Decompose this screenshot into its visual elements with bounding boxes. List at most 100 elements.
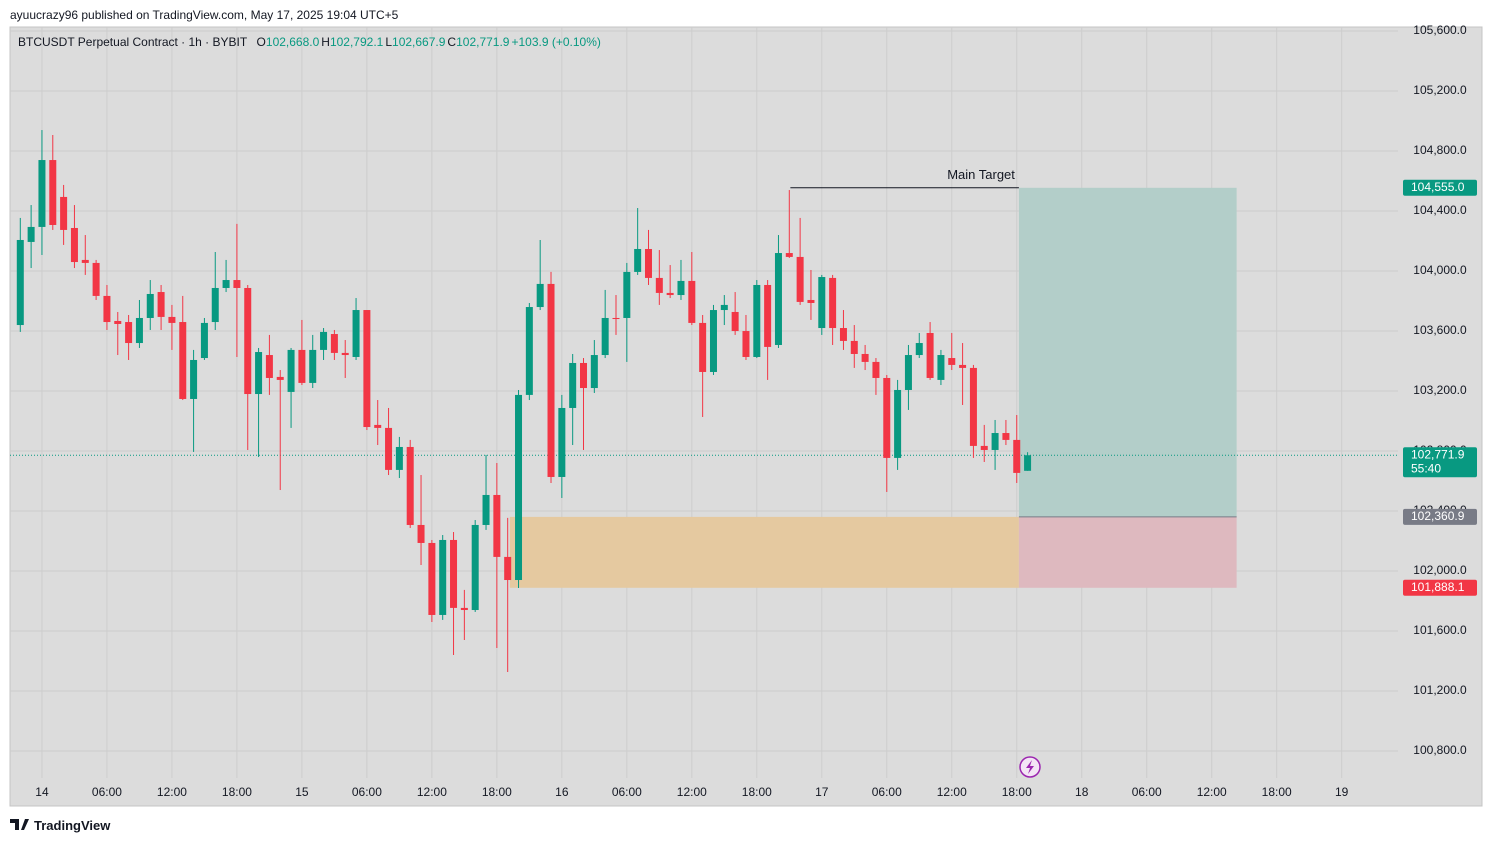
candle-body	[211, 287, 219, 323]
legend-value: 102,792.1	[329, 35, 384, 49]
x-tick-label: 12:00	[157, 785, 187, 799]
candle-body	[135, 317, 143, 344]
axes: 100,800.0 101,200.0 101,600.0 102,000.0 102,…	[35, 23, 1477, 799]
candle-body	[796, 256, 804, 302]
candle-body	[439, 539, 447, 615]
x-tick-label: 12:00	[1197, 785, 1227, 799]
candle-body	[720, 304, 728, 311]
candle-body	[969, 367, 977, 446]
candle-body	[428, 542, 436, 615]
price-tag-label: 102,771.9	[1411, 447, 1465, 461]
candle-body	[742, 331, 750, 357]
y-tick-label: 101,200.0	[1413, 683, 1467, 697]
x-tick-label: 18:00	[482, 785, 512, 799]
candle-body	[70, 227, 78, 263]
x-tick-label: 12:00	[417, 785, 447, 799]
price-tag-label: 101,888.1	[1411, 580, 1465, 594]
x-tick-label: 19	[1335, 785, 1349, 799]
chart-background	[9, 26, 1483, 807]
candle-body	[753, 284, 761, 357]
candle-body	[861, 353, 869, 362]
candle-body	[829, 277, 837, 329]
price-tag	[1403, 579, 1477, 596]
candle-body	[709, 310, 717, 372]
legend-change: +103.9 (+0.10%)	[511, 35, 601, 49]
candle-body	[569, 362, 577, 408]
candle-body	[460, 607, 468, 611]
candle-body	[395, 446, 403, 470]
legend-key: L	[385, 35, 393, 49]
y-tick-label: 103,600.0	[1413, 323, 1467, 337]
x-tick-label: 18:00	[1002, 785, 1032, 799]
x-tick-label: 12:00	[937, 785, 967, 799]
candle-body	[179, 322, 187, 399]
candle-body	[233, 280, 241, 288]
candle-body	[785, 253, 793, 257]
candle-body	[222, 280, 230, 288]
plot: Main Target	[10, 130, 1398, 672]
candle-body	[937, 355, 945, 380]
candle-body	[27, 226, 35, 242]
candle-body	[1002, 433, 1010, 440]
x-tick-label: 18:00	[222, 785, 252, 799]
candle-body	[406, 446, 414, 525]
candle-body	[385, 427, 393, 470]
candle-body	[634, 248, 642, 272]
symbol-legend: BTCUSDT Perpetual Contract · 1h · BYBIT …	[18, 35, 603, 49]
candle-body	[948, 358, 956, 365]
x-tick-label: 06:00	[612, 785, 642, 799]
candle-body	[38, 160, 46, 227]
candle-body	[244, 287, 252, 395]
candle-body	[547, 283, 555, 477]
y-tick-label: 104,400.0	[1413, 203, 1467, 217]
candle-body	[60, 196, 68, 230]
legend-value: 102,771.9	[456, 35, 510, 49]
candle-body	[818, 277, 826, 329]
candle-body	[980, 445, 988, 450]
legend-value: 102,667.9	[392, 35, 446, 49]
legend-key: C	[447, 35, 457, 49]
candle-body	[81, 259, 89, 263]
candle-body	[330, 334, 338, 353]
candle-body	[894, 389, 902, 458]
support-zone	[509, 516, 1019, 588]
candle-body	[190, 359, 198, 399]
x-tick-label: 16	[555, 785, 569, 799]
x-tick-label: 15	[295, 785, 309, 799]
main-target-label: Main Target	[947, 167, 1015, 182]
candle-body	[959, 364, 967, 368]
candle-body	[298, 349, 306, 383]
candle-body	[276, 376, 284, 380]
candle-body	[114, 320, 122, 324]
legend-key: O	[256, 35, 266, 49]
candle-body	[146, 293, 154, 318]
candle-body	[168, 316, 176, 323]
y-tick-label: 102,000.0	[1413, 563, 1467, 577]
candle-body	[644, 248, 652, 278]
candle-body	[580, 362, 588, 389]
price-tag-label: 102,360.9	[1411, 509, 1465, 523]
candle-body	[774, 253, 782, 345]
candle-body	[255, 352, 263, 395]
grid	[10, 27, 1398, 778]
candle-body	[850, 340, 858, 354]
candle-body	[872, 361, 880, 378]
candle-body	[558, 407, 566, 477]
candle-body	[536, 283, 544, 308]
candle-body	[200, 322, 208, 359]
x-tick-label: 06:00	[872, 785, 902, 799]
candle-body	[623, 271, 631, 318]
x-tick-label: 18:00	[742, 785, 772, 799]
candle-body	[991, 433, 999, 450]
y-tick-label: 105,600.0	[1413, 23, 1467, 37]
x-tick-label: 17	[815, 785, 829, 799]
candle-body	[807, 299, 815, 303]
candle-body	[926, 332, 934, 378]
alert-icon	[1019, 756, 1041, 778]
symbol: BTCUSDT Perpetual Contract · 1h · BYBIT	[18, 35, 248, 49]
footer-logo-text: TradingView	[34, 818, 111, 833]
candle-body	[764, 284, 772, 347]
x-tick-label: 06:00	[352, 785, 382, 799]
candle-body	[1013, 439, 1021, 473]
